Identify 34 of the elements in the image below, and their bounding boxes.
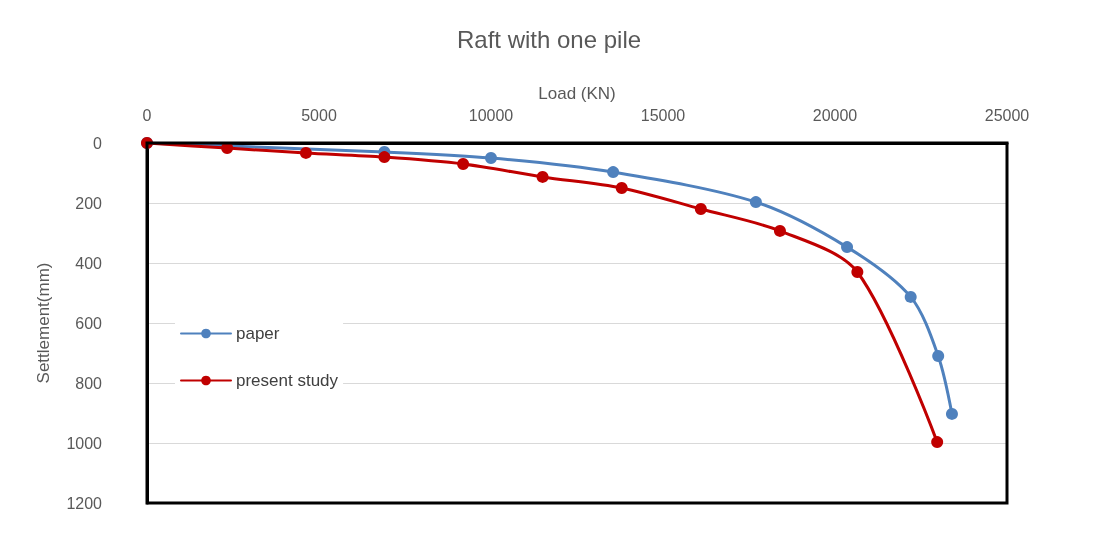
point [749,196,762,209]
point [851,266,864,278]
legend-label: paper [236,324,280,343]
point [536,170,549,183]
y-tick-label: 800 [75,374,103,392]
point [615,182,628,194]
chart-title: Raft with one pile [456,25,642,53]
x-tick-label: 5000 [301,106,337,124]
x-tick-label: 10000 [468,106,514,124]
point [607,166,620,179]
point [945,407,958,420]
y-tick-label: 1000 [66,434,103,452]
x-tick-label: 20000 [812,106,858,124]
point [932,350,945,362]
point [299,146,312,159]
x-axis-title: Load (KN) [538,84,616,104]
point [931,436,944,449]
point [773,224,786,237]
point [694,203,707,215]
point [485,152,497,164]
point [378,151,391,164]
y-tick-label: 400 [75,254,103,272]
y-axis-title: Settlement(mm) [34,262,53,384]
y-tick-label: 200 [75,194,103,212]
y-tick-label: 0 [93,134,103,152]
point [457,158,470,170]
y-tick-label: 600 [75,314,103,332]
x-tick-label: 15000 [640,106,686,124]
point [841,241,854,254]
x-tick-label: 25000 [984,106,1030,124]
y-tick-label: 1200 [66,494,103,512]
point [904,290,917,303]
legend-label: present study [236,371,339,390]
x-tick-label: 0 [142,106,152,124]
